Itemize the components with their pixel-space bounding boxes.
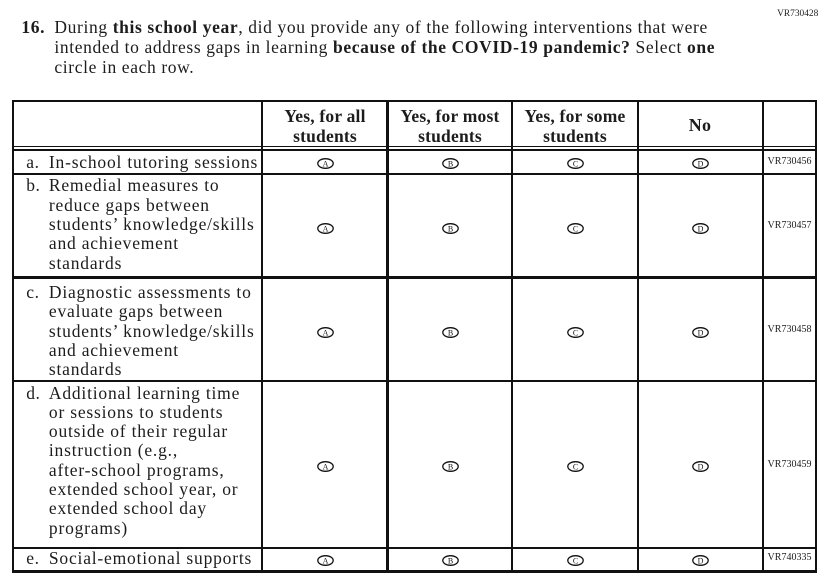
svg-text:C: C [572,224,577,233]
svg-text:A: A [322,556,328,565]
svg-text:B: B [447,159,452,168]
svg-text:A: A [322,328,328,337]
svg-text:B: B [447,224,452,233]
svg-text:C: C [572,159,577,168]
svg-text:D: D [697,159,703,168]
svg-text:C: C [572,462,577,471]
svg-text:A: A [322,224,328,233]
svg-text:D: D [697,224,703,233]
svg-text:C: C [572,556,577,565]
svg-text:D: D [697,462,703,471]
svg-text:A: A [322,462,328,471]
svg-text:D: D [697,556,703,565]
svg-text:A: A [322,159,328,168]
svg-text:D: D [697,328,703,337]
svg-text:B: B [447,328,452,337]
svg-text:B: B [447,462,452,471]
svg-text:B: B [447,556,452,565]
svg-text:C: C [572,328,577,337]
